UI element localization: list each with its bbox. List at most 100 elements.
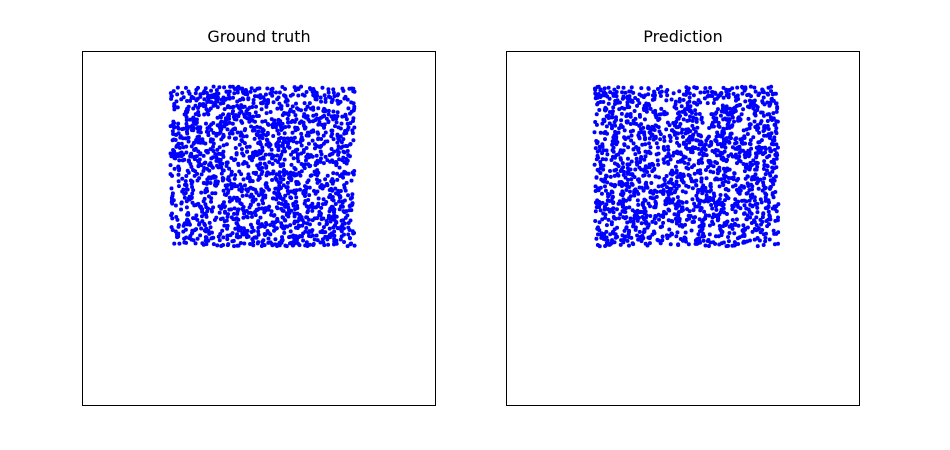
scatter-point xyxy=(299,137,304,142)
scatter-point xyxy=(680,208,685,213)
scatter-point xyxy=(776,202,781,207)
scatter-point xyxy=(614,136,619,141)
scatter-point xyxy=(700,190,705,195)
scatter-point xyxy=(282,226,287,231)
scatter-point xyxy=(721,156,726,161)
scatter-point xyxy=(692,201,697,206)
scatter-point xyxy=(721,109,726,114)
scatter-point xyxy=(709,90,714,94)
scatter-point xyxy=(762,176,767,181)
scatter-point xyxy=(608,174,613,179)
scatter-point xyxy=(769,89,774,94)
scatter-point xyxy=(737,118,742,123)
scatter-point xyxy=(314,112,319,117)
scatter-point xyxy=(340,222,345,227)
scatter-point xyxy=(209,196,214,201)
scatter-point xyxy=(648,204,653,209)
scatter-point xyxy=(665,236,670,241)
scatter-point xyxy=(188,154,193,159)
scatter-point xyxy=(595,139,600,144)
scatter-point xyxy=(174,99,179,104)
scatter-point xyxy=(209,100,214,105)
scatter-point xyxy=(250,118,255,123)
scatter-point xyxy=(335,171,340,176)
scatter-point xyxy=(737,150,742,155)
scatter-point xyxy=(745,181,750,186)
scatter-point xyxy=(612,173,617,178)
scatter-point xyxy=(694,193,699,198)
scatter-point xyxy=(287,176,292,181)
scatter-point xyxy=(309,229,314,234)
scatter-point xyxy=(656,175,661,180)
scatter-point xyxy=(643,185,648,190)
scatter-point xyxy=(595,102,600,107)
scatter-point xyxy=(610,238,615,243)
scatter-point xyxy=(270,220,275,225)
scatter-point xyxy=(694,117,699,122)
scatter-point xyxy=(238,182,243,187)
scatter-point xyxy=(744,206,749,211)
scatter-point xyxy=(669,97,674,102)
scatter-point xyxy=(613,123,618,128)
scatter-point xyxy=(625,112,630,117)
scatter-point xyxy=(622,106,627,111)
scatter-point xyxy=(754,145,759,150)
scatter-point xyxy=(227,207,232,212)
scatter-point xyxy=(340,200,345,205)
scatter-point xyxy=(251,239,256,244)
scatter-point xyxy=(634,121,639,126)
scatter-point xyxy=(630,208,635,213)
scatter-point xyxy=(318,159,323,164)
scatter-point xyxy=(266,141,271,146)
scatter-point xyxy=(679,130,684,135)
scatter-point xyxy=(235,211,240,216)
scatter-point xyxy=(756,140,761,145)
scatter-point xyxy=(283,86,288,91)
scatter-point xyxy=(614,90,619,95)
scatter-point xyxy=(733,109,738,114)
scatter-point xyxy=(632,191,637,196)
scatter-point xyxy=(754,125,759,130)
scatter-point xyxy=(612,120,617,125)
scatter-point xyxy=(231,104,236,109)
scatter-point xyxy=(689,228,694,233)
scatter-point xyxy=(629,159,634,164)
scatter-point xyxy=(177,158,182,163)
scatter-point xyxy=(637,160,642,165)
scatter-point xyxy=(256,232,261,237)
scatter-point xyxy=(171,137,176,142)
scatter-point xyxy=(728,132,733,137)
scatter-point xyxy=(314,153,319,158)
scatter-point xyxy=(670,219,675,224)
scatter-point xyxy=(234,221,239,226)
scatter-point xyxy=(245,175,250,180)
scatter-point xyxy=(281,169,286,174)
scatter-point xyxy=(237,142,242,147)
scatter-point xyxy=(288,195,293,200)
scatter-point xyxy=(725,139,730,144)
scatter-point xyxy=(597,148,602,153)
scatter-point xyxy=(628,167,633,172)
ground-truth-title: Ground truth xyxy=(207,27,311,46)
scatter-point xyxy=(258,93,263,98)
scatter-point xyxy=(212,95,217,100)
scatter-point xyxy=(747,126,752,131)
scatter-point xyxy=(752,195,757,200)
scatter-point xyxy=(665,196,670,201)
scatter-point xyxy=(703,216,708,221)
scatter-point xyxy=(622,128,627,133)
scatter-point xyxy=(776,241,780,246)
scatter-point xyxy=(705,196,710,201)
scatter-point xyxy=(604,124,609,129)
scatter-point xyxy=(647,235,652,240)
scatter-point xyxy=(336,92,341,97)
scatter-point xyxy=(745,131,750,136)
scatter-point xyxy=(625,238,630,243)
scatter-point xyxy=(311,188,316,193)
scatter-point xyxy=(170,129,175,134)
scatter-point xyxy=(352,125,357,130)
scatter-point xyxy=(335,177,340,182)
scatter-point xyxy=(345,244,350,249)
scatter-point xyxy=(191,216,196,221)
scatter-point xyxy=(333,201,338,206)
